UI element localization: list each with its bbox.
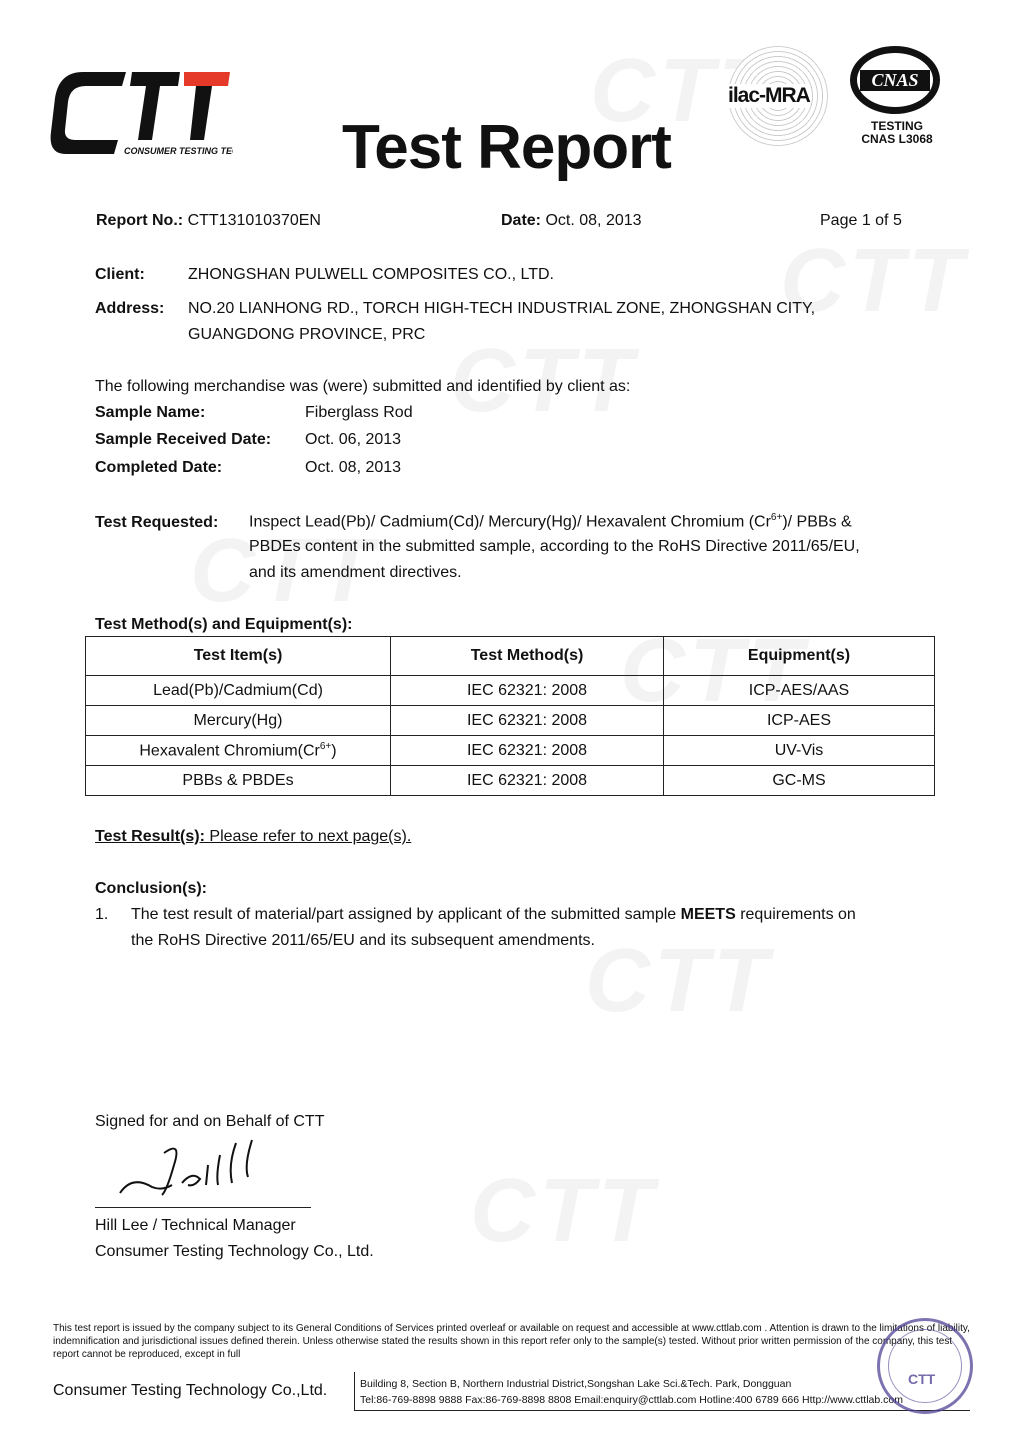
- date-label: Date:: [501, 212, 542, 229]
- test-method: IEC 62321: 2008: [390, 735, 664, 766]
- test-method: IEC 62321: 2008: [390, 765, 664, 796]
- table-header-row: Test Item(s) Test Method(s) Equipment(s): [85, 636, 935, 676]
- equipment: ICP-AES: [663, 705, 935, 736]
- test-result-label: Test Result(s):: [95, 828, 205, 845]
- report-no-label: Report No.:: [96, 212, 184, 229]
- test-item: PBBs & PBDEs: [85, 765, 391, 796]
- equipment: UV-Vis: [663, 735, 935, 766]
- methods-heading: Test Method(s) and Equipment(s):: [95, 616, 353, 633]
- column-header: Equipment(s): [663, 636, 935, 676]
- conclusion-number: 1.: [95, 906, 109, 923]
- signed-for: Signed for and on Behalf of CTT: [95, 1113, 325, 1130]
- signatory-name: Hill Lee / Technical Manager: [95, 1217, 296, 1234]
- test-item: Lead(Pb)/Cadmium(Cd): [85, 675, 391, 706]
- company-stamp: CTT: [877, 1318, 973, 1414]
- received-date: Oct. 06, 2013: [305, 431, 402, 448]
- page-title: Test Report: [342, 113, 672, 182]
- footer-address: Building 8, Section B, Northern Industri…: [360, 1378, 792, 1390]
- watermark: CTT: [780, 231, 967, 331]
- address-label: Address:: [95, 300, 165, 317]
- test-method: IEC 62321: 2008: [390, 705, 664, 736]
- footer-contact: Tel:86-769-8898 9888 Fax:86-769-8898 880…: [360, 1394, 903, 1406]
- test-requested-label: Test Requested:: [95, 514, 219, 531]
- footer-disclaimer: This test report is issued by the compan…: [53, 1323, 970, 1360]
- signatory-company: Consumer Testing Technology Co., Ltd.: [95, 1243, 374, 1260]
- ilac-mra-logo: ilac-MRA: [728, 46, 828, 146]
- report-no: CTT131010370EN: [187, 212, 321, 229]
- client-label: Client:: [95, 266, 145, 283]
- sample-name-label: Sample Name:: [95, 404, 206, 421]
- watermark: CTT: [450, 331, 637, 431]
- test-requested-line3: and its amendment directives.: [249, 564, 462, 581]
- watermark: CTT: [585, 931, 772, 1031]
- address-line1: NO.20 LIANHONG RD., TORCH HIGH-TECH INDU…: [188, 300, 816, 317]
- test-requested-line1: Inspect Lead(Pb)/ Cadmium(Cd)/ Mercury(H…: [249, 512, 852, 531]
- table-row: PBBs & PBDEs IEC 62321: 2008 GC-MS: [85, 765, 935, 796]
- test-method: IEC 62321: 2008: [390, 675, 664, 706]
- address-line2: GUANGDONG PROVINCE, PRC: [188, 326, 426, 343]
- watermark: CTT: [470, 1161, 657, 1261]
- footer-company: Consumer Testing Technology Co.,Ltd.: [53, 1382, 328, 1399]
- completed-date-label: Completed Date:: [95, 459, 223, 476]
- column-header: Test Method(s): [390, 636, 664, 676]
- footer-divider: [354, 1372, 355, 1410]
- table-row: Lead(Pb)/Cadmium(Cd) IEC 62321: 2008 ICP-A…: [85, 675, 935, 706]
- sample-intro: The following merchandise was (were) sub…: [95, 378, 631, 395]
- equipment: ICP-AES/AAS: [663, 675, 935, 706]
- test-requested-line2: PBDEs content in the submitted sample, a…: [249, 538, 860, 555]
- footer-rule: [354, 1410, 970, 1411]
- methods-table: Test Item(s) Test Method(s) Equipment(s)…: [85, 636, 935, 796]
- page-number: Page 1 of 5: [820, 212, 902, 229]
- signature: [112, 1135, 262, 1210]
- received-date-label: Sample Received Date:: [95, 431, 272, 448]
- conclusion-label: Conclusion(s):: [95, 880, 207, 897]
- conclusion-line1: The test result of material/part assigne…: [131, 906, 856, 923]
- test-item: Mercury(Hg): [85, 705, 391, 736]
- signature-line: [95, 1207, 311, 1208]
- test-item: Hexavalent Chromium(Cr6+): [85, 735, 391, 766]
- sample-name: Fiberglass Rod: [305, 404, 413, 421]
- client-name: ZHONGSHAN PULWELL COMPOSITES CO., LTD.: [188, 266, 554, 283]
- report-date: Oct. 08, 2013: [545, 212, 642, 229]
- watermark: CTT: [190, 521, 377, 621]
- svg-text:CONSUMER TESTING TECH: CONSUMER TESTING TECH: [124, 146, 233, 156]
- ctt-logo: CONSUMER TESTING TECH: [48, 68, 246, 160]
- table-row: Hexavalent Chromium(Cr6+) IEC 62321: 2008…: [85, 735, 935, 766]
- table-row: Mercury(Hg) IEC 62321: 2008 ICP-AES: [85, 705, 935, 736]
- equipment: GC-MS: [663, 765, 935, 796]
- completed-date: Oct. 08, 2013: [305, 459, 402, 476]
- conclusion-line2: the RoHS Directive 2011/65/EU and its su…: [131, 932, 595, 949]
- column-header: Test Item(s): [85, 636, 391, 676]
- test-result-text: Please refer to next page(s).: [209, 828, 412, 845]
- cnas-logo: CNAS TESTING CNAS L3068: [848, 46, 946, 146]
